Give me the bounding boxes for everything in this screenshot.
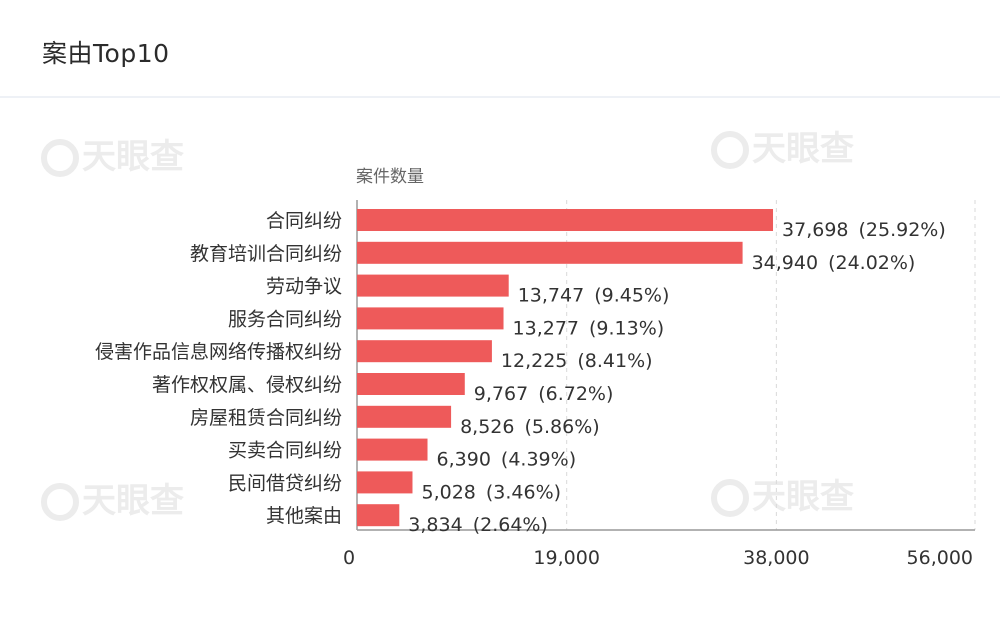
value-label: 6,390 (4.39%) bbox=[437, 449, 577, 471]
bar bbox=[357, 307, 504, 330]
bar bbox=[357, 438, 428, 461]
category-label: 民间借贷纠纷 bbox=[228, 472, 342, 494]
value-number: 13,747 bbox=[518, 285, 584, 307]
tick-label: 56,000 bbox=[907, 547, 973, 569]
value-percent: (9.45%) bbox=[594, 285, 669, 307]
category-label: 服务合同纠纷 bbox=[228, 308, 342, 330]
value-percent: (9.13%) bbox=[589, 317, 664, 339]
value-percent: (5.86%) bbox=[524, 416, 599, 438]
category-label: 房屋租赁合同纠纷 bbox=[190, 407, 342, 429]
svg-text:天眼查: 天眼查 bbox=[82, 481, 184, 521]
value-label: 13,277 (9.13%) bbox=[513, 317, 665, 339]
category-label: 教育培训合同纠纷 bbox=[190, 243, 342, 265]
axis-title: 案件数量 bbox=[356, 167, 424, 187]
bar bbox=[357, 209, 774, 231]
bar bbox=[357, 274, 509, 297]
category-label: 合同纠纷 bbox=[266, 210, 342, 232]
tick-labels: 0 19,000 38,000 56,000 bbox=[343, 547, 973, 569]
value-number: 5,028 bbox=[421, 481, 475, 503]
category-label: 其他案由 bbox=[266, 505, 342, 527]
value-percent: (24.02%) bbox=[828, 252, 915, 274]
value-label: 12,225 (8.41%) bbox=[501, 350, 653, 372]
value-label: 9,767 (6.72%) bbox=[474, 383, 614, 405]
bar bbox=[357, 340, 492, 363]
bar bbox=[357, 373, 465, 395]
value-percent: (25.92%) bbox=[859, 219, 946, 241]
value-label: 8,526 (5.86%) bbox=[460, 416, 600, 438]
watermark: 天眼查 bbox=[711, 477, 854, 517]
value-number: 34,940 bbox=[752, 252, 818, 274]
value-label: 5,028 (3.46%) bbox=[421, 481, 561, 503]
value-number: 13,277 bbox=[513, 317, 579, 339]
value-number: 8,526 bbox=[460, 416, 514, 438]
watermark: 天眼查 bbox=[41, 137, 184, 177]
bar bbox=[357, 241, 743, 264]
value-label: 3,834 (2.64%) bbox=[408, 514, 548, 536]
value-percent: (4.39%) bbox=[501, 449, 576, 471]
value-label: 13,747 (9.45%) bbox=[518, 285, 670, 307]
value-number: 3,834 bbox=[408, 514, 462, 536]
value-number: 37,698 bbox=[782, 219, 848, 241]
svg-text:天眼查: 天眼查 bbox=[752, 477, 854, 517]
svg-text:天眼查: 天眼查 bbox=[752, 129, 854, 169]
watermark: 天眼查 bbox=[41, 481, 184, 521]
value-percent: (2.64%) bbox=[473, 514, 548, 536]
value-percent: (8.41%) bbox=[577, 350, 652, 372]
value-labels: 37,698 (25.92%) 34,940 (24.02%) 13,747 (9.45%… bbox=[408, 219, 945, 536]
value-number: 12,225 bbox=[501, 350, 567, 372]
tick-label: 0 bbox=[343, 547, 355, 569]
value-label: 37,698 (25.92%) bbox=[782, 219, 946, 241]
category-label: 劳动争议 bbox=[266, 276, 342, 298]
value-label: 34,940 (24.02%) bbox=[752, 252, 916, 274]
category-labels: 合同纠纷教育培训合同纠纷劳动争议服务合同纠纷侵害作品信息网络传播权纠纷著作权权属… bbox=[95, 210, 342, 527]
tick-label: 38,000 bbox=[743, 547, 809, 569]
value-number: 6,390 bbox=[437, 449, 491, 471]
tick-label: 19,000 bbox=[533, 547, 599, 569]
svg-text:天眼查: 天眼查 bbox=[82, 137, 184, 177]
category-label: 侵害作品信息网络传播权纠纷 bbox=[95, 341, 342, 363]
category-label: 买卖合同纠纷 bbox=[228, 440, 342, 462]
value-number: 9,767 bbox=[474, 383, 528, 405]
category-label: 著作权权属、侵权纠纷 bbox=[152, 374, 342, 396]
value-percent: (3.46%) bbox=[486, 481, 561, 503]
bars bbox=[357, 209, 774, 527]
bar bbox=[357, 405, 452, 428]
value-percent: (6.72%) bbox=[538, 383, 613, 405]
bar bbox=[357, 504, 400, 527]
watermark: 天眼查 bbox=[711, 129, 854, 169]
chart-header: 案由Top10 bbox=[0, 0, 1000, 98]
bar bbox=[357, 471, 413, 494]
chart-title: 案由Top10 bbox=[42, 39, 170, 68]
